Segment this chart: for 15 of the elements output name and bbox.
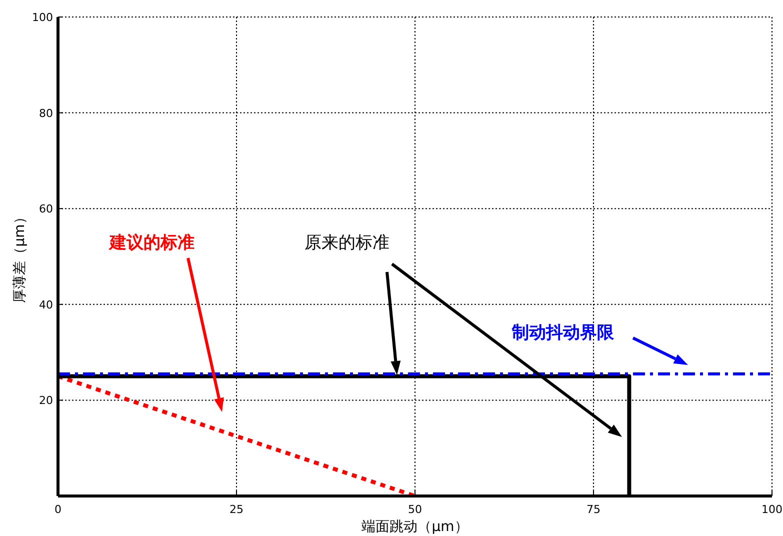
- x-axis-title: 端面跳动（μm）: [362, 519, 468, 535]
- y-tick-label: 80: [39, 106, 53, 120]
- annotation: 原来的标准: [304, 233, 390, 253]
- y-axis-title: 厚薄差（μm）: [12, 210, 28, 303]
- x-tick-label: 100: [762, 503, 782, 516]
- x-tick-label: 0: [54, 503, 62, 516]
- y-tick-label: 100: [32, 11, 53, 24]
- y-tick-label: 40: [39, 298, 53, 312]
- x-tick-label: 25: [230, 503, 244, 516]
- annotation: 建议的标准: [108, 233, 194, 253]
- x-tick-label: 75: [586, 503, 600, 516]
- y-tick-label: 60: [39, 202, 53, 216]
- annotation: 制动抖动界限: [511, 323, 615, 343]
- x-tick-label: 50: [408, 503, 422, 516]
- y-tick-label: 20: [39, 394, 53, 408]
